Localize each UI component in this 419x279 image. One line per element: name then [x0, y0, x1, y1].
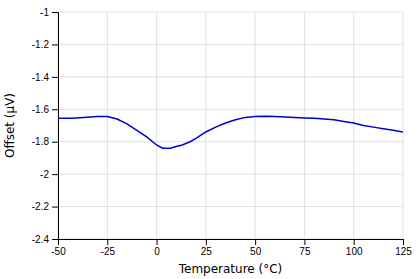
- grid-line-y: [58, 12, 403, 13]
- grid-line-x: [205, 12, 206, 239]
- tick-label: -1.2: [32, 39, 50, 50]
- tick-label: 100: [346, 246, 363, 257]
- tick-mark: [52, 109, 58, 110]
- line: [58, 116, 403, 148]
- tick: -1: [40, 7, 58, 18]
- tick-label: -50: [51, 246, 66, 257]
- tick-mark: [52, 207, 58, 208]
- y-axis-title: Offset (μV): [3, 93, 17, 158]
- tick-mark: [354, 239, 355, 245]
- tick-mark: [52, 44, 58, 45]
- tick-label: 50: [250, 246, 262, 257]
- x-axis-title: Temperature (°C): [178, 262, 283, 276]
- grid-line-y: [58, 44, 403, 45]
- tick-mark: [255, 239, 256, 245]
- tick-label: -2.4: [32, 234, 50, 245]
- tick-mark: [52, 142, 58, 143]
- tick-label: 75: [299, 246, 311, 257]
- grid-line-x: [156, 12, 157, 239]
- tick: -1.4: [32, 72, 58, 83]
- tick-label: -25: [101, 246, 116, 257]
- tick-mark: [107, 239, 108, 245]
- tick-mark: [403, 239, 404, 245]
- tick: 100: [346, 239, 363, 257]
- y-axis: -2.4 -2.2 -2 -1.8 -1.6 -1.4 -1.2 -1: [32, 7, 59, 245]
- tick-mark: [157, 239, 158, 245]
- axis-line: [52, 13, 59, 240]
- tick-label: -2: [40, 169, 49, 180]
- axis-line: [59, 240, 404, 246]
- tick: 25: [201, 239, 213, 257]
- grid-line-y: [58, 174, 403, 175]
- tick: 0: [154, 239, 160, 257]
- grid-line-x: [255, 12, 256, 239]
- tick-label: 125: [395, 246, 412, 257]
- tick: -2.2: [32, 201, 58, 212]
- grid-line-y: [58, 109, 403, 110]
- tick-label: -1: [40, 7, 49, 18]
- grid-line-x: [304, 12, 305, 239]
- tick: -2: [40, 169, 58, 180]
- grid-line-x: [107, 12, 108, 239]
- tick: -50: [51, 239, 66, 257]
- tick-label: -1.4: [32, 72, 50, 83]
- tick: -1.2: [32, 39, 58, 50]
- grid-line-x: [353, 12, 354, 239]
- tick: -1.6: [32, 104, 58, 115]
- grid-line-x: [403, 12, 404, 239]
- marks: [58, 116, 403, 148]
- plot-area: -50 -25 0 25 50 75 100 125 -2.4 -2.2 -2 -1.8 -1.6 -1.…: [32, 7, 413, 257]
- tick-mark: [52, 77, 58, 78]
- tick-label: -2.2: [32, 201, 50, 212]
- tick: -25: [101, 239, 116, 257]
- tick-label: 0: [154, 246, 160, 257]
- tick-mark: [52, 12, 58, 13]
- grid: [58, 12, 403, 239]
- tick-label: -1.8: [32, 136, 50, 147]
- x-axis: -50 -25 0 25 50 75 100 125: [51, 239, 412, 257]
- tick-mark: [304, 239, 305, 245]
- tick-mark: [52, 174, 58, 175]
- tick-mark: [206, 239, 207, 245]
- tick: -2.4: [32, 234, 58, 245]
- grid-line-y: [58, 141, 403, 142]
- grid-line-y: [58, 206, 403, 207]
- grid-line-y: [58, 76, 403, 77]
- tick-mark: [52, 239, 58, 240]
- tick: 75: [299, 239, 311, 257]
- tick: -1.8: [32, 136, 58, 147]
- tick: 125: [395, 239, 412, 257]
- chart: -50 -25 0 25 50 75 100 125 -2.4 -2.2 -2 -1.8 -1.6 -1.…: [0, 0, 419, 279]
- tick-label: -1.6: [32, 104, 50, 115]
- tick: 50: [250, 239, 262, 257]
- tick-label: 25: [201, 246, 213, 257]
